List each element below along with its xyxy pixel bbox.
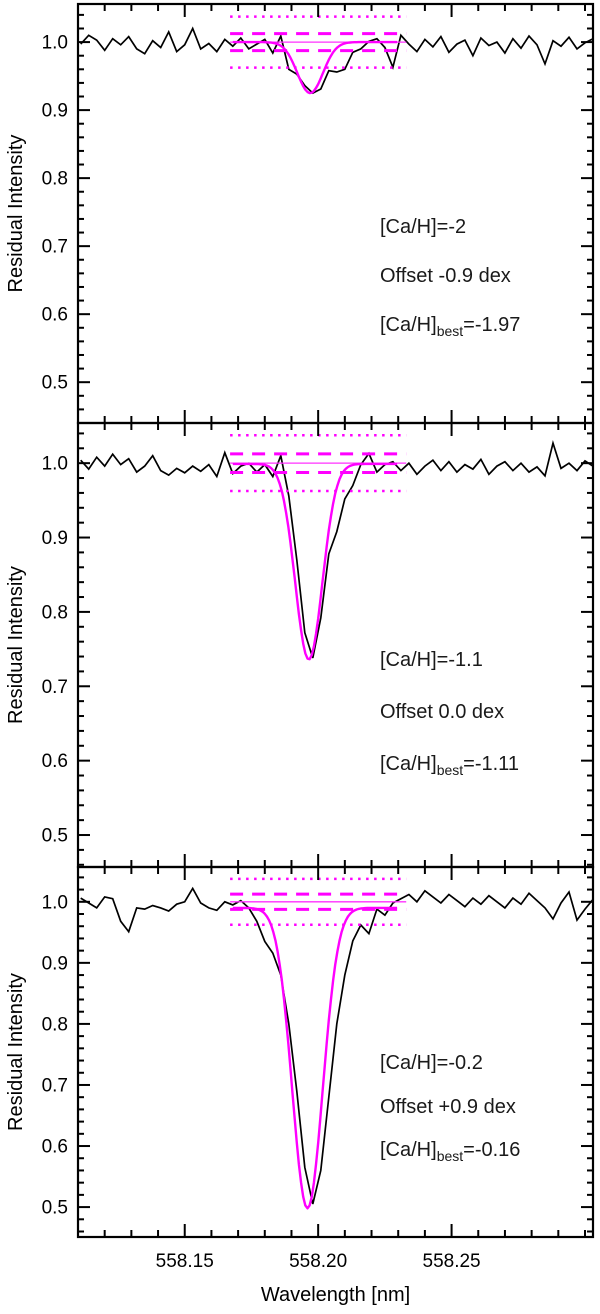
annotation-prefix: [Ca/H]	[380, 314, 437, 336]
annotation-value: =-1.11	[463, 753, 519, 775]
y-tick-label: 0.8	[42, 1014, 68, 1035]
annotation-cah: [Ca/H]=-2	[380, 216, 466, 238]
y-tick-label: 0.6	[42, 1137, 68, 1158]
y-tick-label: 0.5	[42, 373, 68, 394]
best-fit-curve	[232, 906, 398, 1210]
y-tick-label: 0.5	[42, 1198, 68, 1219]
y-tick-label: 0.9	[42, 953, 68, 974]
best-fit-curve	[232, 462, 398, 661]
x-axis-tick-labels: 558.15 558.20 558.25	[156, 1251, 481, 1272]
y-axis-label: Residual Intensity	[5, 973, 27, 1131]
x-tick-label: 558.25	[423, 1251, 481, 1272]
y-tick-label: 0.7	[42, 237, 68, 258]
y-tick-label: 1.0	[42, 892, 68, 913]
annotation-offset: Offset +0.9 dex	[380, 1096, 516, 1118]
observed-spectrum-line	[80, 439, 594, 659]
y-tick-label: 0.6	[42, 751, 68, 772]
y-tick-label: 0.8	[42, 169, 68, 190]
annotation-subscript: best	[437, 1148, 464, 1164]
y-axis-label: Residual Intensity	[5, 135, 27, 293]
x-axis-label: Wavelength [nm]	[261, 1284, 410, 1306]
annotation-offset: Offset 0.0 dex	[380, 701, 504, 723]
dashed-reference-lines	[230, 452, 407, 474]
x-tick-label: 558.15	[156, 1251, 214, 1272]
dashed-reference-lines	[230, 32, 407, 53]
y-tick-label: 1.0	[42, 454, 68, 475]
y-tick-label: 1.0	[42, 33, 68, 54]
annotation-value: =-0.16	[463, 1139, 520, 1161]
y-tick-label: 0.8	[42, 602, 68, 623]
best-fit-curve	[232, 40, 398, 95]
panel-middle: 1.0 0.9 0.8 0.7 0.6 0.5 Residual Intensity [C…	[5, 421, 595, 869]
x-tick-label: 558.20	[289, 1251, 347, 1272]
axis-ticks: 1.0 0.9 0.8 0.7 0.6 0.5	[42, 423, 593, 867]
y-tick-label: 0.7	[42, 1075, 68, 1096]
y-tick-label: 0.7	[42, 677, 68, 698]
annotation-subscript: best	[437, 323, 464, 339]
annotation-subscript: best	[437, 762, 464, 778]
annotation-prefix: [Ca/H]	[380, 1139, 437, 1161]
y-tick-label: 0.5	[42, 826, 68, 847]
axis-ticks: 1.0 0.9 0.8 0.7 0.6 0.5	[42, 867, 593, 1237]
y-tick-label: 0.6	[42, 305, 68, 326]
annotation-prefix: [Ca/H]	[380, 753, 437, 775]
annotation-cah: [Ca/H]=-1.1	[380, 649, 483, 671]
y-axis-label: Residual Intensity	[5, 566, 27, 724]
panel-border	[76, 865, 595, 1239]
y-tick-label: 0.9	[42, 101, 68, 122]
annotation-offset: Offset -0.9 dex	[380, 265, 511, 287]
panel-top: 1.0 0.9 0.8 0.7 0.6 0.5 Residual Intensity [C…	[5, 2, 595, 425]
axis-ticks: 1.0 0.9 0.8 0.7 0.6 0.5	[42, 4, 593, 423]
annotation-cah-best: [Ca/H]best=-0.16	[380, 1139, 520, 1164]
observed-spectrum-line	[80, 886, 594, 1205]
y-tick-label: 0.9	[42, 528, 68, 549]
annotation-value: =-1.97	[463, 314, 520, 336]
panel-bottom: 1.0 0.9 0.8 0.7 0.6 0.5 Residual Intensity [C…	[5, 865, 595, 1239]
observed-spectrum-line	[80, 26, 594, 95]
annotation-cah-best: [Ca/H]best=-1.97	[380, 314, 520, 339]
annotation-cah: [Ca/H]=-0.2	[380, 1052, 483, 1074]
annotation-cah-best: [Ca/H]best=-1.11	[380, 753, 519, 778]
